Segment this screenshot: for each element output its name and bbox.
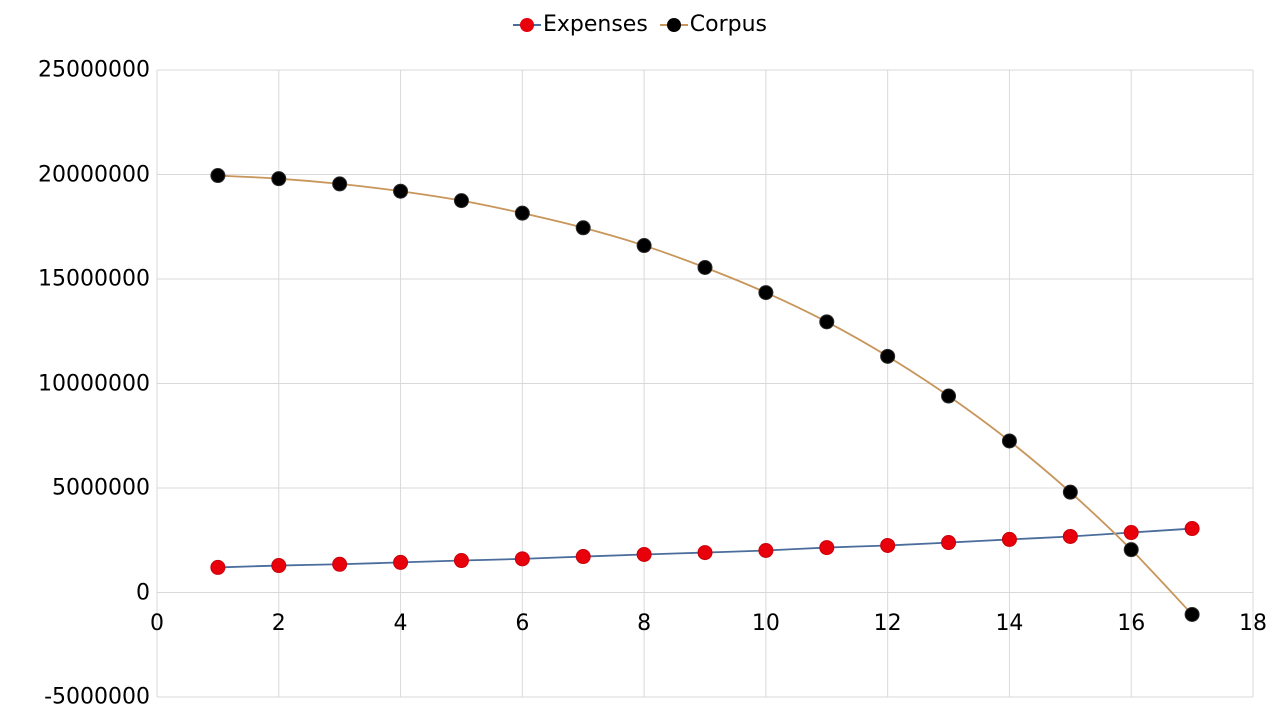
data-point-corpus (880, 348, 896, 364)
data-point-corpus (453, 193, 469, 209)
x-tick-label: 0 (150, 610, 164, 636)
data-point-expenses (332, 556, 348, 572)
data-point-corpus (1062, 484, 1078, 500)
data-point-expenses (697, 545, 713, 561)
x-tick-label: 12 (873, 610, 902, 636)
data-point-expenses (575, 549, 591, 565)
data-point-corpus (514, 205, 530, 221)
data-point-expenses (941, 535, 957, 551)
legend-label: Corpus (689, 12, 768, 37)
data-point-expenses (1184, 521, 1200, 537)
data-point-corpus (1123, 542, 1139, 558)
data-point-corpus (271, 171, 287, 187)
y-tick-label: 25000000 (38, 57, 150, 83)
data-point-corpus (758, 285, 774, 301)
data-point-corpus (941, 388, 957, 404)
data-point-expenses (1001, 531, 1017, 547)
data-point-corpus (575, 220, 591, 236)
legend-item-expenses: Expenses (512, 12, 648, 37)
data-point-corpus (1001, 433, 1017, 449)
data-point-expenses (758, 542, 774, 558)
y-tick-label: 20000000 (38, 162, 150, 187)
data-point-corpus (210, 168, 226, 184)
data-point-expenses (1123, 525, 1139, 541)
x-tick-label: 2 (271, 610, 286, 636)
x-tick-label: 10 (751, 610, 780, 636)
data-point-expenses (880, 537, 896, 553)
legend-marker-icon (512, 17, 541, 33)
data-point-corpus (819, 314, 835, 330)
x-tick-label: 4 (393, 610, 408, 636)
legend-label: Expenses (542, 12, 648, 37)
x-tick-label: 16 (1117, 610, 1146, 636)
data-point-expenses (819, 540, 835, 556)
y-tick-label: 10000000 (38, 371, 150, 396)
x-tick-label: 6 (515, 610, 530, 636)
legend-item-corpus: Corpus (659, 12, 768, 37)
x-tick-label: 8 (637, 610, 652, 636)
y-tick-label: -5000000 (44, 684, 150, 710)
chart-legend: Expenses Corpus (0, 12, 1280, 39)
x-tick-label: 18 (1239, 610, 1267, 636)
y-tick-label: 15000000 (38, 266, 150, 292)
data-point-expenses (514, 551, 530, 567)
data-point-expenses (453, 553, 469, 569)
data-point-expenses (271, 558, 287, 574)
data-point-corpus (1184, 606, 1200, 622)
legend-marker-icon (659, 17, 688, 33)
data-point-corpus (393, 183, 409, 199)
y-tick-label: 5000000 (52, 475, 150, 501)
data-point-corpus (697, 260, 713, 276)
y-tick-label: 0 (136, 580, 150, 605)
data-point-expenses (636, 546, 652, 562)
data-point-corpus (636, 238, 652, 254)
data-point-expenses (1062, 528, 1078, 544)
x-tick-label: 14 (995, 610, 1024, 636)
data-point-expenses (393, 554, 409, 570)
data-point-corpus (332, 176, 348, 192)
data-point-expenses (210, 559, 226, 575)
